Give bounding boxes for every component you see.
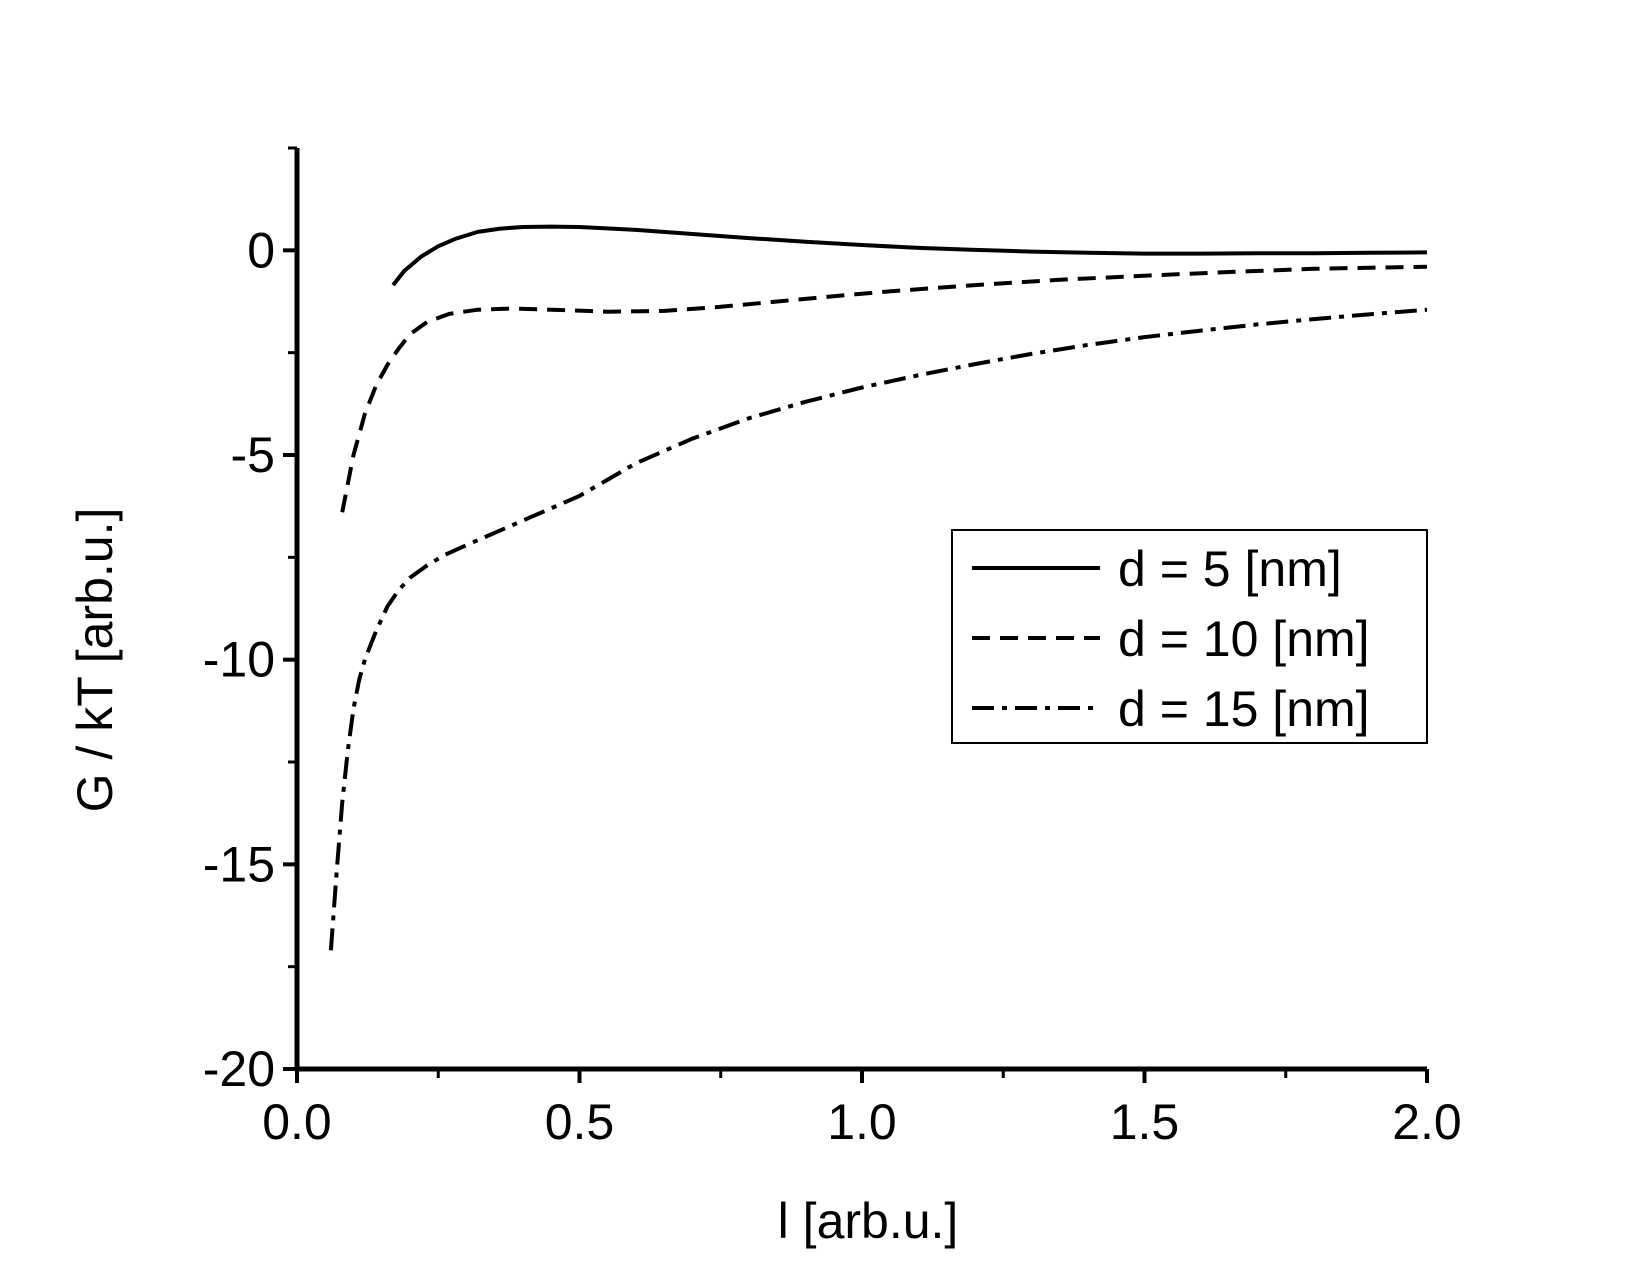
- series-line-1: [391, 224, 1428, 287]
- x-tick-label: 0.5: [545, 1094, 615, 1150]
- series-lines: [328, 224, 1428, 951]
- plot-area: 0.0 0.5 1.0 1.5 2.0 -20 -15 -10 -5 0: [203, 146, 1462, 1150]
- y-tick-label: -15: [203, 836, 275, 892]
- x-tick-label: 2.0: [1392, 1094, 1462, 1150]
- y-tick-label: -20: [203, 1041, 275, 1097]
- legend-label-3: d = 15 [nm]: [1118, 681, 1370, 737]
- x-axis-title: l [arb.u.]: [778, 1193, 959, 1249]
- legend-entries: d = 5 [nm] d = 10 [nm] d = 15 [nm]: [972, 541, 1370, 737]
- x-tick-label: 1.5: [1110, 1094, 1180, 1150]
- series-line-2: [340, 264, 1428, 513]
- y-tick-label: -10: [203, 632, 275, 688]
- ticks: [283, 146, 1429, 1083]
- series-line-3: [328, 307, 1428, 951]
- legend-label-1: d = 5 [nm]: [1118, 541, 1342, 597]
- legend-label-2: d = 10 [nm]: [1118, 611, 1370, 667]
- x-tick-label: 0.0: [262, 1094, 332, 1150]
- legend: d = 5 [nm] d = 10 [nm] d = 15 [nm]: [951, 529, 1428, 744]
- y-tick-label: -5: [231, 427, 275, 483]
- y-tick-label: 0: [247, 222, 275, 278]
- tick-labels: 0.0 0.5 1.0 1.5 2.0 -20 -15 -10 -5 0: [203, 222, 1462, 1150]
- y-axis-title: G / kT [arb.u.]: [67, 508, 123, 813]
- x-tick-label: 1.0: [827, 1094, 897, 1150]
